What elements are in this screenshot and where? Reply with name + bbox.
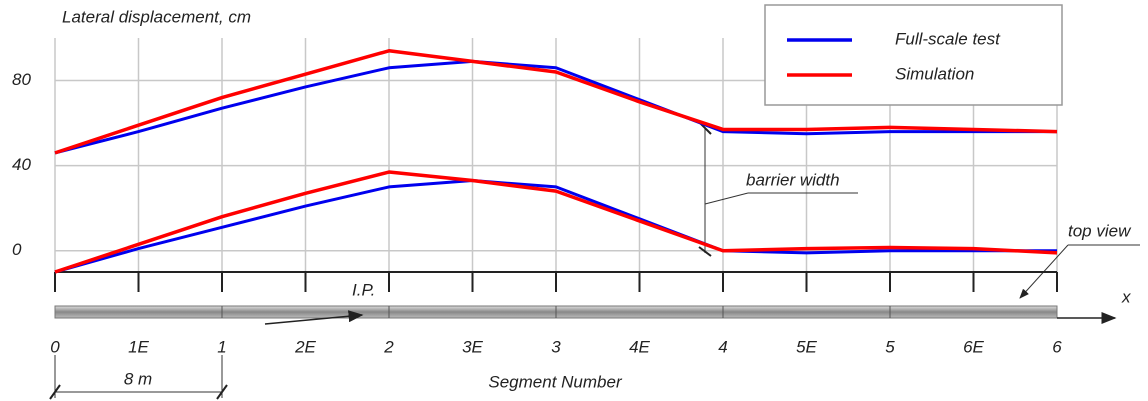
x-tick-label: 2: [383, 337, 394, 356]
x-axis-symbol: x: [1121, 287, 1131, 306]
ip-arrow: [264, 310, 364, 325]
y-tick-label: 80: [12, 70, 31, 89]
x-tick-label: 1: [217, 337, 226, 356]
x-tick-label: 4: [718, 337, 727, 356]
x-tick-label: 6: [1052, 337, 1062, 356]
x-axis-title: Segment Number: [488, 372, 623, 391]
x-tick-label: 4E: [629, 337, 650, 356]
x-tick-label: 3E: [462, 337, 483, 356]
scale-tick: [49, 384, 61, 400]
scale-tick: [216, 384, 228, 400]
legend-label: Simulation: [895, 64, 974, 83]
annotation: top view: [1068, 221, 1132, 240]
x-tick-label: 5: [885, 337, 895, 356]
ip-label: I.P.: [352, 280, 375, 299]
data-line: [54, 179, 1057, 274]
y-tick-label: 0: [12, 240, 22, 259]
x-tick-label: 3: [551, 337, 561, 356]
data-line: [54, 170, 1058, 274]
legend: [764, 4, 1063, 106]
data-line: [54, 59, 1057, 155]
legend-label: Full-scale test: [895, 29, 1001, 48]
x-tick-label: 0: [50, 337, 60, 356]
data-line: [54, 49, 1058, 155]
y-axis-title: Lateral displacement, cm: [62, 7, 251, 26]
x-tick-label: 6E: [963, 337, 984, 356]
leader-line: [704, 192, 749, 205]
x-tick-label: 5E: [796, 337, 817, 356]
scale-label: 8 m: [124, 369, 152, 388]
dimension-tick: [698, 246, 712, 257]
annotation: barrier width: [746, 170, 840, 189]
x-tick-label: 2E: [294, 337, 316, 356]
y-tick-label: 40: [12, 155, 31, 174]
x-tick-label: 1E: [128, 337, 149, 356]
